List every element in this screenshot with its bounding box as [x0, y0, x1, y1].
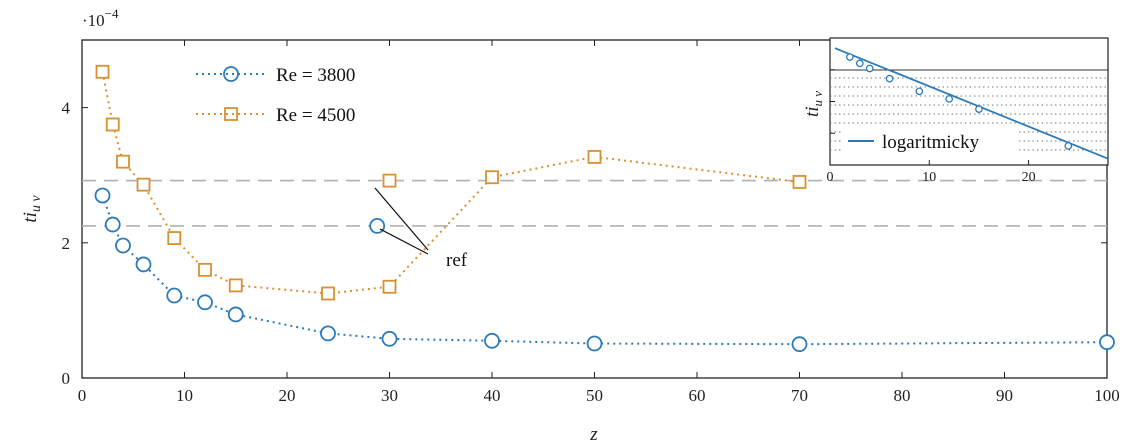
x-tick-label-40: 40 — [484, 386, 501, 405]
x-tick-label-60: 60 — [689, 386, 706, 405]
inset-x-tick-label-0: 0 — [827, 170, 834, 185]
inset-legend-label: logaritmicky — [882, 132, 980, 153]
series-0-point-11 — [791, 336, 808, 353]
inset-point-6 — [975, 105, 983, 113]
series-0-point-12 — [1099, 334, 1115, 351]
series-0-point-6 — [227, 306, 244, 323]
legend-label-re-4500: Re = 4500 — [276, 105, 355, 126]
y-tick-label-4: 4 — [62, 99, 71, 118]
series-1-point-10 — [587, 150, 602, 164]
series-markers — [94, 64, 1115, 353]
inset-point-5 — [945, 95, 953, 103]
legend-entry-re-4500: Re = 4500 — [196, 105, 355, 126]
inset-y-axis-label: tiu v — [802, 91, 825, 117]
inset-fit-line — [834, 47, 1109, 160]
series-0-point-3 — [135, 256, 152, 273]
x-axis-label: z — [589, 424, 598, 443]
x-tick-label-100: 100 — [1094, 386, 1120, 405]
series-0-point-7 — [320, 325, 336, 342]
x-tick-label-90: 90 — [996, 386, 1013, 405]
x-tick-label-20: 20 — [279, 386, 296, 405]
series-1-point-4 — [167, 231, 182, 245]
x-tick-label-30: 30 — [381, 386, 398, 405]
inset-legend: logaritmicky — [842, 126, 1018, 156]
x-tick-label-50: 50 — [586, 386, 603, 405]
reference-point-0 — [369, 217, 386, 234]
x-tick-label-0: 0 — [78, 386, 87, 405]
reference-point-1 — [382, 173, 397, 188]
series-0-point-2 — [115, 237, 131, 254]
inset-point-3 — [885, 74, 894, 83]
y-exponent-label: ·10−4 — [82, 6, 119, 30]
series-1-point-9 — [485, 170, 499, 185]
series-1-point-2 — [116, 154, 130, 169]
x-tick-label-70: 70 — [791, 386, 808, 405]
series-1-point-1 — [105, 117, 120, 132]
x-tick-label-80: 80 — [894, 386, 911, 405]
x-tick-label-10: 10 — [176, 386, 193, 405]
reference-lines — [82, 179, 1107, 227]
inset-point-0 — [846, 53, 854, 61]
ref-label: ref — [446, 250, 468, 271]
series-1-point-11 — [792, 175, 807, 189]
series-1-point-8 — [382, 279, 397, 294]
series-0-point-8 — [381, 330, 398, 347]
legend-label-re-3800: Re = 3800 — [276, 65, 355, 86]
series-0-point-10 — [586, 335, 603, 352]
legend-marker-circle — [223, 66, 239, 82]
inset-chart: 0 10 20 tiu v logaritmicky — [802, 37, 1109, 185]
y-axis-label: tiu v — [20, 195, 44, 223]
inset-point-2 — [865, 64, 874, 73]
y-tick-label-2: 2 — [62, 234, 71, 253]
y-tick-label-0: 0 — [62, 369, 71, 388]
legend-marker-square — [224, 107, 238, 121]
series-0-point-0 — [94, 187, 111, 204]
series-0-point-4 — [166, 287, 183, 304]
series-1-point-6 — [228, 278, 243, 293]
legend: Re = 3800 Re = 4500 — [196, 65, 355, 126]
series-line-0 — [101, 195, 1108, 346]
inset-x-tick-label-20: 20 — [1022, 170, 1036, 185]
inset-point-7 — [1064, 142, 1073, 150]
series-0-point-9 — [484, 332, 500, 349]
inset-point-4 — [915, 87, 924, 96]
series-1-point-5 — [198, 262, 212, 277]
inset-point-1 — [855, 59, 864, 68]
inset-x-tick-label-10: 10 — [922, 170, 936, 185]
series-1-point-7 — [321, 286, 335, 301]
ref-pointer-1 — [374, 187, 429, 251]
series-1-point-3 — [136, 177, 151, 192]
ref-pointer-2 — [379, 228, 429, 255]
ref-annotation: ref — [374, 187, 468, 271]
legend-entry-re-3800: Re = 3800 — [196, 65, 355, 86]
series-0-point-1 — [104, 216, 121, 233]
series-1-point-0 — [95, 64, 110, 79]
series-0-point-5 — [197, 294, 213, 311]
inset-content: 0 10 20 — [827, 47, 1109, 185]
